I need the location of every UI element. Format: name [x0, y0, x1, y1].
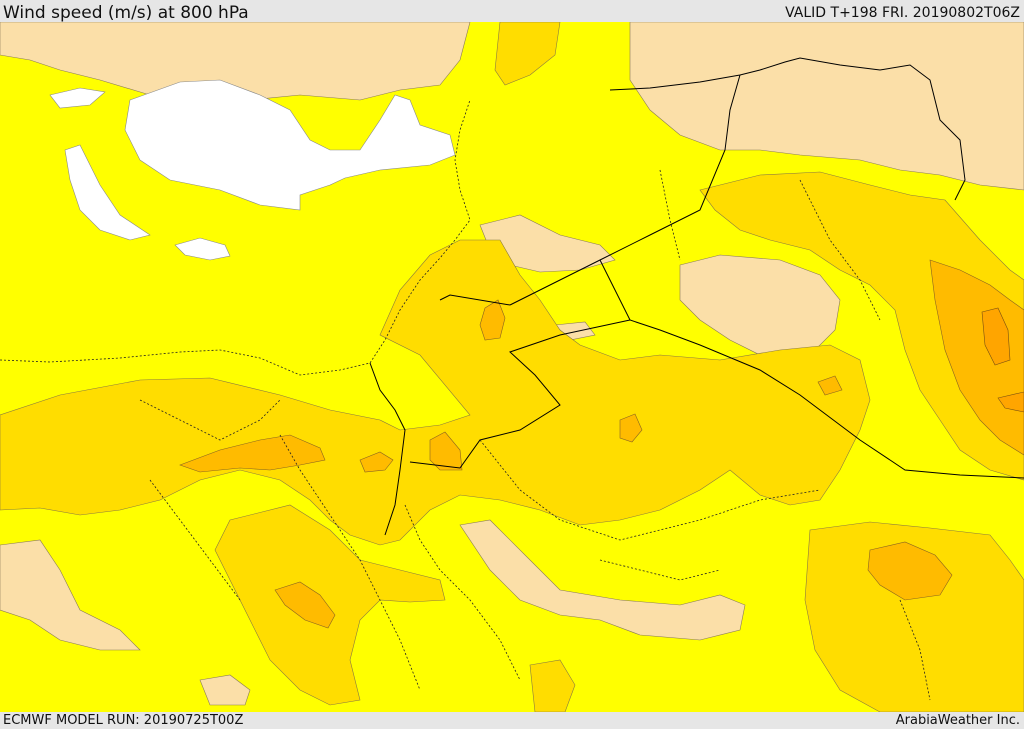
field-calm	[49, 79, 456, 261]
wind-speed-map	[0, 22, 1024, 712]
field-very-strong	[981, 307, 1024, 413]
footer-bar: ECMWF MODEL RUN: 20190725T00Z ArabiaWeat…	[0, 712, 1024, 729]
valid-time: VALID T+198 FRI. 20190802T06Z	[785, 5, 1020, 21]
map-title: Wind speed (m/s) at 800 hPa	[3, 3, 249, 23]
credit: ArabiaWeather Inc.	[895, 713, 1020, 728]
model-run: ECMWF MODEL RUN: 20190725T00Z	[3, 713, 244, 728]
coastlines	[0, 99, 931, 701]
field-light	[0, 22, 1024, 706]
field-strong	[179, 259, 1024, 629]
country-borders	[369, 57, 1024, 536]
header-bar: Wind speed (m/s) at 800 hPa VALID T+198 …	[0, 0, 1024, 23]
map-canvas	[0, 22, 1024, 712]
